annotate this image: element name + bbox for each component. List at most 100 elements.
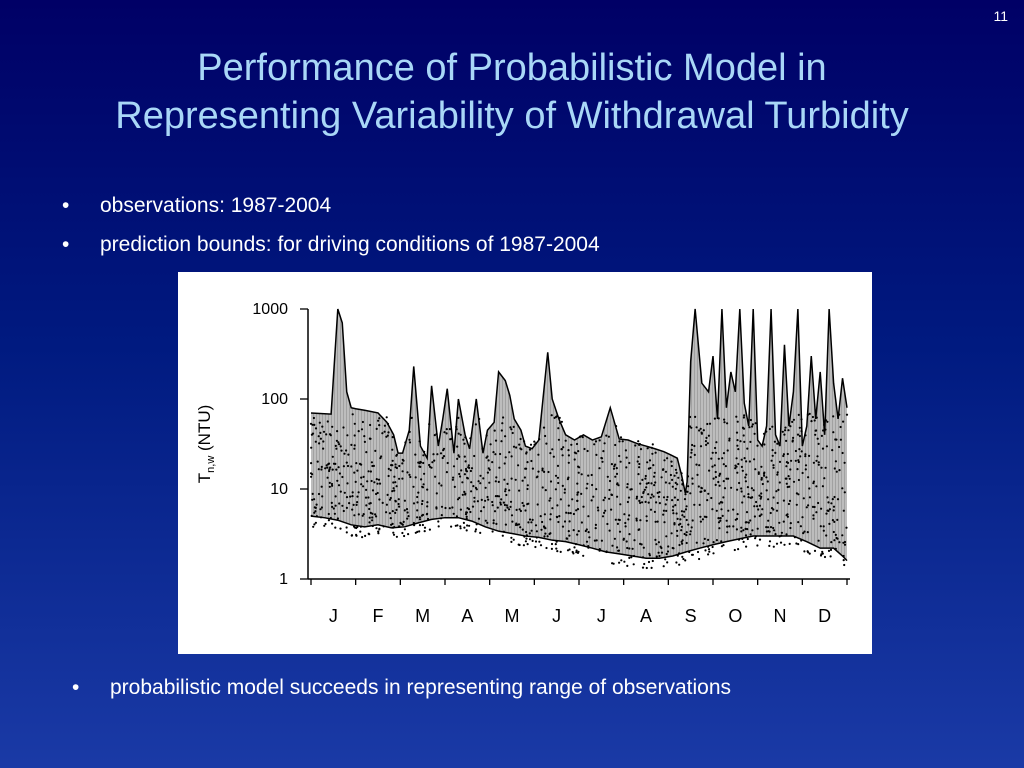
observation-point bbox=[821, 447, 825, 450]
observation-point bbox=[421, 499, 424, 503]
observation-point bbox=[316, 460, 319, 463]
observation-point bbox=[551, 448, 554, 451]
observation-point bbox=[572, 529, 575, 532]
observation-point bbox=[561, 484, 564, 487]
observation-point bbox=[831, 519, 835, 522]
observation-point bbox=[465, 511, 468, 514]
observation-point bbox=[732, 508, 735, 511]
observation-point bbox=[685, 541, 688, 545]
observation-point bbox=[728, 525, 731, 528]
observation-point bbox=[473, 500, 476, 503]
observation-point bbox=[812, 480, 816, 483]
observation-point bbox=[401, 477, 404, 480]
observation-point bbox=[479, 474, 482, 477]
observation-point bbox=[819, 525, 822, 528]
observation-point bbox=[735, 431, 739, 434]
observation-point bbox=[720, 540, 723, 543]
observation-point bbox=[735, 457, 738, 460]
observation-point bbox=[347, 453, 350, 456]
observation-point bbox=[469, 510, 472, 514]
observation-point bbox=[676, 483, 679, 486]
observation-point bbox=[326, 466, 329, 469]
observation-point bbox=[576, 533, 579, 536]
observation-point bbox=[761, 482, 764, 486]
observation-point bbox=[753, 432, 756, 435]
observation-point bbox=[436, 453, 439, 456]
observation-point bbox=[664, 558, 667, 561]
observation-point bbox=[489, 443, 492, 446]
observation-point bbox=[647, 501, 650, 504]
observation-point bbox=[346, 482, 349, 485]
observation-point bbox=[526, 461, 529, 464]
observation-point bbox=[528, 448, 532, 451]
observation-point bbox=[383, 430, 386, 433]
observation-point bbox=[740, 465, 744, 468]
observation-point bbox=[695, 463, 698, 466]
observation-point bbox=[581, 436, 584, 439]
observation-point bbox=[561, 454, 564, 457]
observation-point bbox=[470, 481, 473, 484]
observation-point bbox=[442, 455, 446, 458]
observation-point bbox=[378, 527, 381, 530]
observation-point bbox=[604, 509, 607, 512]
observation-point bbox=[313, 511, 316, 514]
observation-point bbox=[528, 532, 531, 535]
observation-point bbox=[792, 436, 795, 439]
observation-point bbox=[772, 496, 775, 499]
observation-point bbox=[580, 521, 583, 524]
observation-point bbox=[401, 462, 404, 465]
observation-point bbox=[420, 502, 424, 506]
observation-point bbox=[671, 478, 674, 481]
observation-point bbox=[392, 481, 395, 484]
observation-point bbox=[774, 533, 777, 536]
observation-point bbox=[797, 459, 800, 462]
observation-point bbox=[387, 467, 390, 470]
observation-point bbox=[754, 422, 757, 425]
observation-point bbox=[464, 460, 467, 463]
observation-point bbox=[615, 467, 618, 470]
observation-point bbox=[536, 503, 539, 506]
observation-point bbox=[666, 495, 669, 499]
observation-point bbox=[644, 500, 647, 503]
observation-point bbox=[625, 456, 628, 459]
observation-point bbox=[708, 550, 711, 553]
observation-point bbox=[747, 496, 750, 499]
observation-point bbox=[715, 441, 718, 444]
observation-point bbox=[708, 422, 712, 425]
observation-point bbox=[722, 480, 725, 483]
observation-point bbox=[448, 428, 451, 431]
observation-point bbox=[587, 515, 590, 518]
observation-point bbox=[756, 444, 759, 447]
observation-point bbox=[495, 476, 498, 479]
observation-point bbox=[512, 445, 516, 448]
observation-point bbox=[664, 503, 667, 506]
observation-point bbox=[463, 455, 466, 458]
observation-point bbox=[591, 483, 594, 487]
observation-point bbox=[432, 453, 435, 456]
observation-point bbox=[637, 473, 640, 476]
observation-point bbox=[705, 443, 708, 446]
observation-point bbox=[459, 527, 462, 530]
observation-point bbox=[528, 518, 532, 521]
observation-point bbox=[377, 419, 380, 422]
observation-point bbox=[812, 461, 816, 464]
observation-point bbox=[654, 451, 657, 454]
observation-point bbox=[505, 504, 508, 507]
observation-point bbox=[706, 499, 709, 502]
observation-point bbox=[732, 525, 735, 528]
observation-point bbox=[558, 515, 561, 518]
observation-point bbox=[419, 465, 422, 468]
observation-point bbox=[456, 524, 459, 527]
observation-point bbox=[744, 534, 748, 537]
observation-point bbox=[555, 547, 558, 550]
observation-point bbox=[676, 529, 679, 532]
observation-point bbox=[714, 483, 717, 486]
observation-point bbox=[339, 527, 342, 530]
observation-point bbox=[336, 479, 339, 482]
observation-point bbox=[663, 521, 666, 524]
observation-point bbox=[519, 447, 522, 450]
observation-point bbox=[412, 502, 416, 505]
observation-point bbox=[353, 434, 356, 437]
observation-point bbox=[437, 525, 440, 528]
observation-point bbox=[422, 483, 425, 486]
